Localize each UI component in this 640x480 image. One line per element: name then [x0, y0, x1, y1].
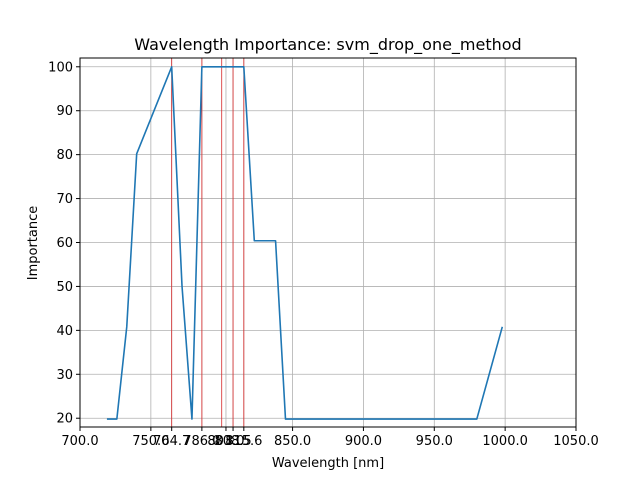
series-line — [106, 65, 504, 420]
y-tick-label: 60 — [56, 236, 73, 251]
x-tick-label: 850.0 — [274, 434, 311, 449]
y-tick-label: 70 — [56, 192, 73, 207]
grid — [79, 58, 577, 427]
x-tick-label: 1050.0 — [553, 434, 599, 449]
y-tick-label: 50 — [56, 280, 73, 295]
x-tick-label: 700.0 — [61, 434, 98, 449]
y-tick-label: 40 — [56, 324, 73, 339]
y-tick-label: 80 — [56, 148, 73, 163]
x-tick-label: 950.0 — [416, 434, 453, 449]
x-tick-label: 786.0 — [183, 434, 220, 449]
x-tick-label: 900.0 — [345, 434, 382, 449]
x-tick-label: 808.5 — [214, 434, 251, 449]
y-axis-label: Importance — [26, 206, 41, 281]
x-tick-label: 764.7 — [153, 434, 190, 449]
x-tick-label: 815.6 — [225, 434, 262, 449]
series-layer — [106, 65, 504, 420]
y-tick-label: 100 — [48, 60, 73, 75]
y-tick-label: 20 — [56, 412, 73, 427]
marker-lines — [171, 58, 245, 427]
x-axis-label: Wavelength [nm] — [272, 456, 384, 471]
y-axis-ticks: 20 30 40 50 60 70 80 90 100 — [48, 60, 80, 427]
chart-title: Wavelength Importance: svm_drop_one_meth… — [134, 35, 521, 55]
x-tick-label: 1000.0 — [482, 434, 528, 449]
y-tick-label: 90 — [56, 104, 73, 119]
x-tick-label: 803.0 — [207, 434, 244, 449]
x-tick-label: 750.0 — [132, 434, 169, 449]
y-tick-label: 30 — [56, 368, 73, 383]
